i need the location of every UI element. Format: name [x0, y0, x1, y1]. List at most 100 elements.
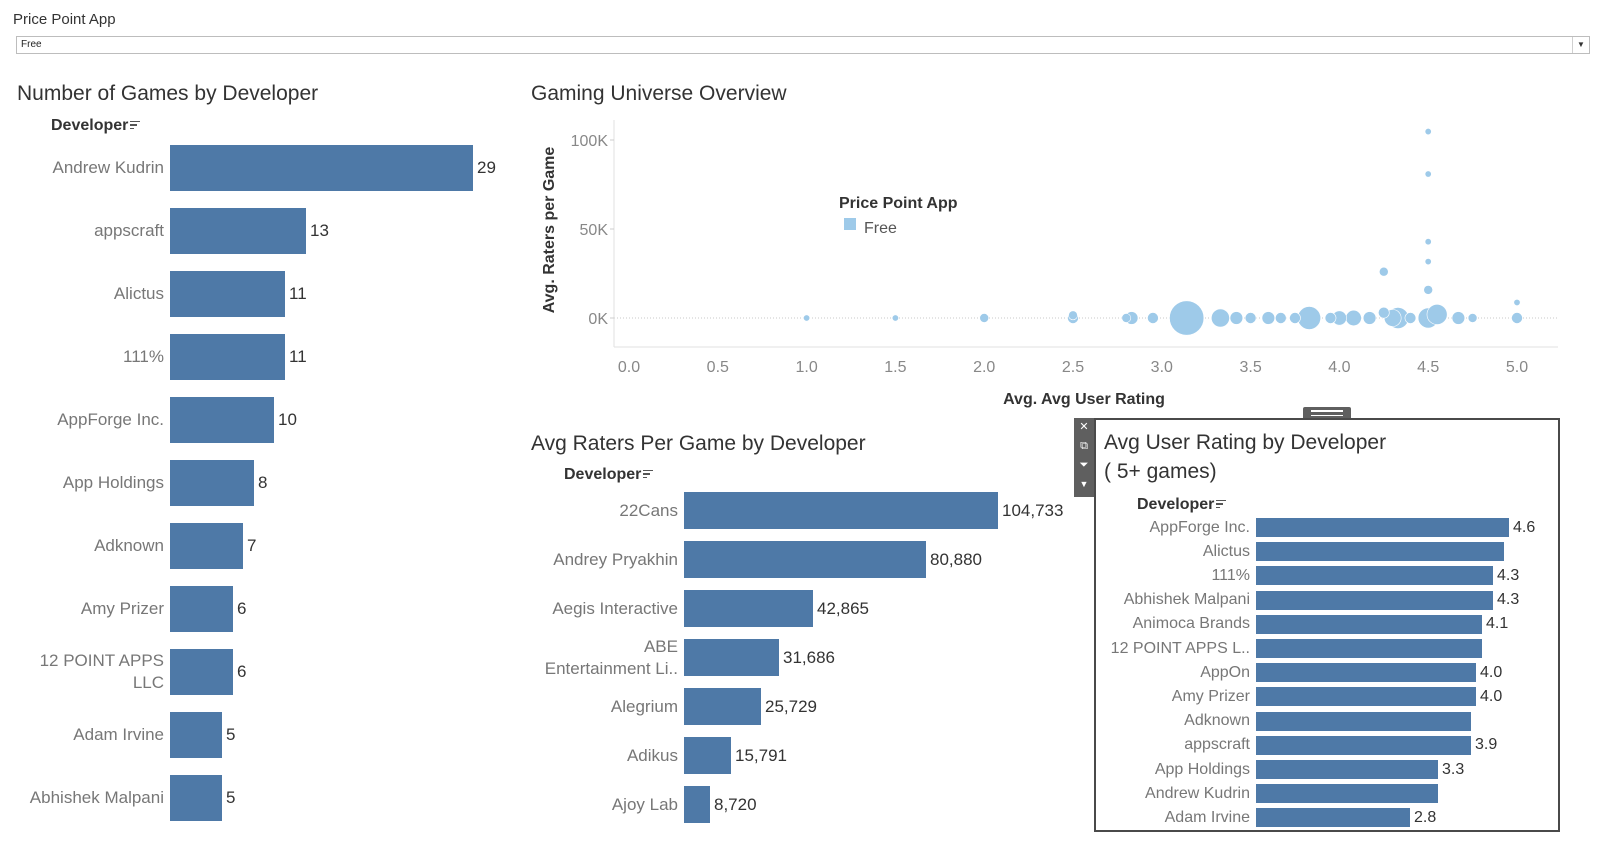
category-label: 12 POINT APPS LLC	[39, 651, 164, 692]
scatter-point[interactable]	[1423, 285, 1434, 295]
bar-5[interactable]	[170, 460, 254, 506]
bar-9[interactable]	[1256, 735, 1471, 755]
scatter-point[interactable]	[1068, 310, 1078, 321]
bar-3[interactable]	[170, 334, 285, 380]
scatter-point[interactable]	[1289, 312, 1301, 324]
scatter-point[interactable]	[1467, 313, 1478, 323]
scatter-point[interactable]	[803, 314, 811, 322]
scatter-point[interactable]	[1362, 311, 1377, 325]
scatter-point[interactable]	[1511, 312, 1523, 324]
category-label: Andrew Kudrin	[1145, 784, 1250, 802]
bar-7[interactable]	[170, 586, 233, 632]
scatter-point[interactable]	[1424, 258, 1432, 266]
sort-icon[interactable]	[1216, 499, 1228, 510]
scatter-point[interactable]	[1261, 311, 1276, 325]
category-label: appscraft	[1184, 736, 1250, 754]
bar-0[interactable]	[1256, 518, 1509, 537]
scatter-point[interactable]	[1244, 312, 1257, 324]
scatter-point[interactable]	[1378, 266, 1389, 277]
sort-icon[interactable]	[643, 469, 655, 480]
filter-icon[interactable]: ⏷	[1079, 459, 1089, 471]
scatter-point[interactable]	[1424, 128, 1432, 136]
gaming-universe-scatter: Avg. Raters per Game Avg. Avg User Ratin…	[541, 120, 1558, 408]
scatter-point[interactable]	[979, 313, 990, 323]
price-point-selected: Free	[21, 39, 42, 50]
category-label: Abhishek Malpani	[29, 788, 164, 807]
rating-by-developer-chart: AppForge Inc. 4.6 Alictus 111% 4.3 Abhishek M…	[1096, 516, 1556, 830]
scatter-point[interactable]	[1513, 298, 1521, 306]
category-label: AppForge Inc.	[1149, 518, 1251, 536]
category-label: Adikus	[626, 745, 678, 765]
bar-5[interactable]	[684, 737, 731, 774]
bar-8[interactable]	[170, 649, 233, 695]
sort-icon[interactable]	[130, 120, 142, 131]
bar-4[interactable]	[1256, 614, 1482, 634]
scatter-point[interactable]	[1211, 308, 1230, 328]
bar-5[interactable]	[1256, 639, 1482, 658]
bar-12[interactable]	[1256, 808, 1410, 828]
scatter-point[interactable]	[1404, 312, 1417, 324]
bar-1[interactable]	[1256, 542, 1504, 562]
bar-4[interactable]	[684, 688, 761, 725]
bar-2[interactable]	[684, 590, 813, 627]
price-point-filter-title: Price Point App	[13, 11, 116, 28]
value-label: 42,865	[817, 598, 869, 618]
bar-3[interactable]	[1256, 590, 1493, 610]
bar-6[interactable]	[170, 523, 243, 569]
legend-label-free: Free	[864, 220, 897, 237]
close-icon[interactable]: ✕	[1079, 421, 1089, 433]
raters-developer-header[interactable]: Developer	[564, 466, 655, 484]
scatter-point[interactable]	[1297, 306, 1322, 330]
more-icon[interactable]: ▼	[1079, 479, 1089, 489]
bar-0[interactable]	[170, 145, 473, 191]
legend-swatch-free	[844, 218, 856, 230]
value-label: 8,720	[714, 794, 757, 814]
scatter-point[interactable]	[1274, 312, 1287, 324]
price-point-dropdown[interactable]: Free ▼	[16, 36, 1590, 54]
category-label: ABE Entertainment Li..	[544, 636, 678, 678]
scatter-point[interactable]	[1324, 312, 1337, 324]
bar-7[interactable]	[1256, 687, 1476, 707]
bar-0[interactable]	[684, 492, 998, 529]
scatter-point[interactable]	[1345, 309, 1362, 327]
rating-developer-header[interactable]: Developer	[1137, 496, 1228, 514]
scatter-point[interactable]	[1424, 238, 1432, 246]
scatter-point[interactable]	[1229, 311, 1244, 325]
category-label: Adknown	[94, 536, 164, 555]
bar-9[interactable]	[170, 712, 222, 758]
bar-6[interactable]	[684, 786, 710, 823]
category-label: Alictus	[113, 284, 164, 303]
bar-6[interactable]	[1256, 663, 1476, 683]
bar-10[interactable]	[1256, 760, 1438, 779]
x-tick-label: 5.0	[1506, 359, 1528, 376]
value-label: 31,686	[783, 647, 835, 667]
chevron-down-icon[interactable]: ▼	[1572, 37, 1589, 53]
rating-by-developer-subtitle: ( 5+ games)	[1104, 460, 1217, 483]
scatter-point[interactable]	[1147, 312, 1159, 324]
category-label: 22Cans	[619, 500, 678, 520]
scatter-point[interactable]	[1377, 306, 1390, 319]
scatter-point[interactable]	[1426, 304, 1448, 325]
bar-1[interactable]	[684, 541, 926, 578]
games-developer-header[interactable]: Developer	[51, 117, 142, 135]
bar-10[interactable]	[170, 775, 222, 821]
bar-8[interactable]	[1256, 711, 1471, 731]
category-label: Adknown	[1184, 712, 1250, 730]
scatter-point[interactable]	[1169, 300, 1205, 336]
bar-1[interactable]	[170, 208, 306, 254]
bar-4[interactable]	[170, 397, 274, 443]
scatter-point[interactable]	[1451, 311, 1466, 325]
category-label: App Holdings	[62, 473, 164, 492]
value-label: 6	[237, 599, 247, 618]
drag-handle[interactable]	[1303, 407, 1351, 418]
bar-2[interactable]	[170, 271, 285, 317]
bar-11[interactable]	[1256, 784, 1438, 804]
bar-3[interactable]	[684, 639, 779, 676]
category-label: Andrey Pryakhin	[553, 549, 678, 569]
scatter-point[interactable]	[891, 314, 899, 322]
value-label: 3.9	[1475, 736, 1498, 754]
popout-icon[interactable]: ⧉	[1080, 440, 1088, 452]
bar-2[interactable]	[1256, 566, 1493, 586]
scatter-point[interactable]	[1121, 313, 1132, 323]
scatter-point[interactable]	[1424, 170, 1432, 178]
